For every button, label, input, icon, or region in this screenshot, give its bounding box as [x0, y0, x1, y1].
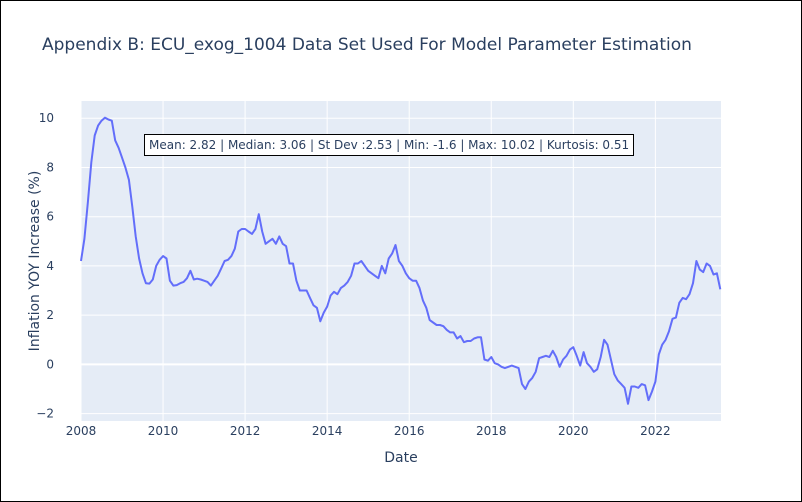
- x-axis-title: Date: [384, 450, 417, 466]
- x-tick-label: 2022: [640, 424, 671, 438]
- y-tick-label: 4: [46, 259, 54, 273]
- y-tick-label: −2: [36, 407, 54, 421]
- x-tick-label: 2012: [230, 424, 261, 438]
- x-tick-label: 2010: [148, 424, 179, 438]
- x-tick-label: 2018: [476, 424, 507, 438]
- y-axis-title: Inflation YOY Increase (%): [27, 171, 43, 352]
- x-tick-label: 2014: [312, 424, 343, 438]
- chart-title: Appendix B: ECU_exog_1004 Data Set Used …: [42, 35, 692, 55]
- x-tick-label: 2016: [394, 424, 425, 438]
- y-tick-label: 0: [46, 357, 54, 371]
- stats-annotation: Mean: 2.82 | Median: 3.06 | St Dev :2.53…: [144, 134, 635, 156]
- y-tick-label: 2: [46, 308, 54, 322]
- x-tick-label: 2020: [558, 424, 589, 438]
- inflation-series-line: [80, 116, 722, 405]
- y-tick-label: 10: [39, 111, 54, 125]
- x-tick-label: 2008: [66, 424, 97, 438]
- y-tick-label: 8: [46, 160, 54, 174]
- axis-ticks: −2 0 2 4 6 8 10 2008 2010 2012 2014 2016 2018 2020 202…: [36, 111, 670, 438]
- y-tick-label: 6: [46, 210, 54, 224]
